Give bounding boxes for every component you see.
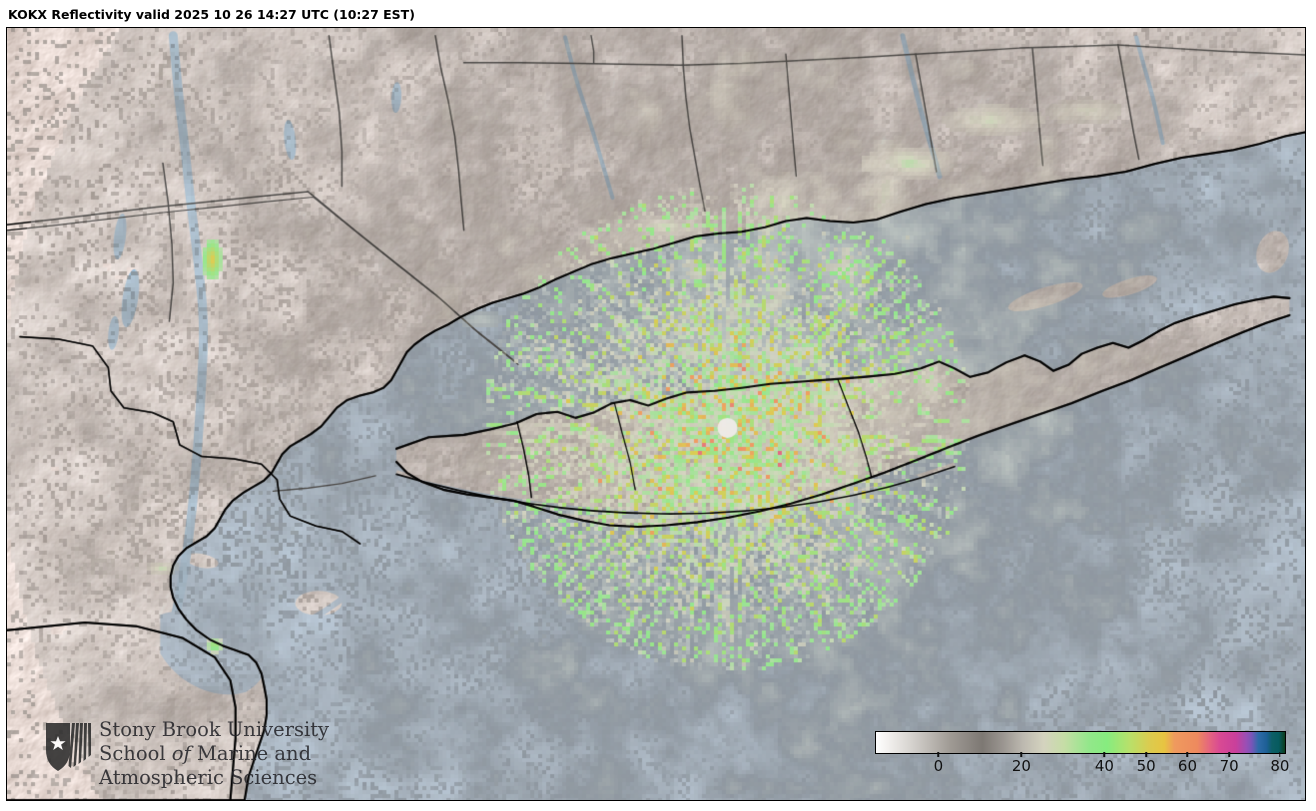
colorbar-label-0: 0 <box>933 757 944 775</box>
colorbar-gradient <box>876 732 1285 753</box>
colorbar-tick-50 <box>1145 752 1147 757</box>
colorbar-tick-labels: 0 20 40 50 60 70 80 <box>875 757 1290 783</box>
colorbar: 0 20 40 50 60 70 80 <box>875 731 1290 793</box>
page-title: KOKX Reflectivity valid 2025 10 26 14:27… <box>8 6 415 22</box>
title-bar: KOKX Reflectivity valid 2025 10 26 14:27… <box>8 4 1308 24</box>
colorbar-label-40: 40 <box>1094 757 1114 775</box>
colorbar-label-80: 80 <box>1270 757 1290 775</box>
colorbar-label-70: 70 <box>1219 757 1239 775</box>
colorbar-tick-80 <box>1279 752 1281 757</box>
colorbar-ticks <box>875 752 1284 758</box>
colorbar-tick-20 <box>1020 752 1023 757</box>
colorbar-tick-70 <box>1228 752 1230 757</box>
colorbar-tick-60 <box>1186 752 1189 757</box>
colorbar-tick-40 <box>1103 752 1106 757</box>
colorbar-label-60: 60 <box>1177 757 1198 775</box>
colorbar-label-50: 50 <box>1136 757 1156 775</box>
colorbar-label-20: 20 <box>1011 757 1031 775</box>
colorbar-tick-0 <box>937 752 940 757</box>
radar-map-canvas[interactable] <box>7 28 1305 800</box>
colorbar-gradient-box <box>875 731 1286 754</box>
map-panel[interactable]: Stony Brook University School of Marine … <box>6 27 1306 801</box>
